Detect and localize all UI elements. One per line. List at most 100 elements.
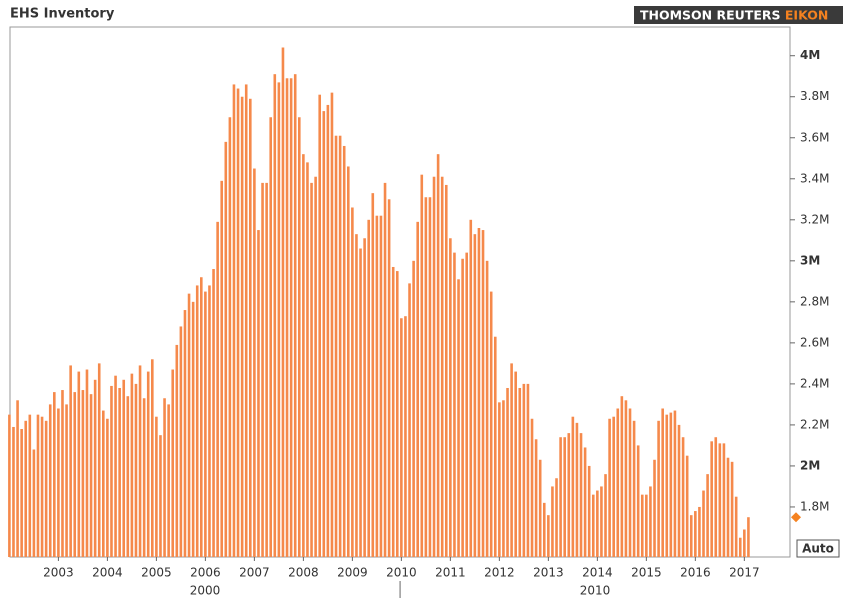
- x-tick-label: 2012: [484, 566, 515, 580]
- brand-accent: EIKON: [785, 7, 828, 22]
- bar: [395, 271, 399, 557]
- bar: [346, 166, 350, 557]
- bar: [718, 443, 722, 557]
- bar: [391, 266, 395, 557]
- chart-title: EHS Inventory: [10, 7, 115, 22]
- y-tick-label: 1.8M: [800, 499, 829, 513]
- bar: [547, 515, 550, 557]
- bar: [220, 180, 224, 557]
- bar: [383, 182, 387, 557]
- bar: [457, 279, 460, 557]
- bar: [632, 420, 636, 557]
- bar: [747, 517, 750, 557]
- bar: [16, 400, 19, 557]
- bar: [477, 228, 481, 557]
- bar: [522, 383, 526, 557]
- bar: [571, 416, 575, 557]
- y-tick-label: 3.8M: [800, 89, 829, 103]
- bar: [232, 84, 236, 557]
- y-tick-label: 3.2M: [800, 212, 829, 226]
- bar: [318, 94, 322, 557]
- bar: [314, 176, 317, 557]
- bar: [677, 424, 681, 557]
- y-tick-label: 4M: [800, 48, 820, 62]
- bar: [73, 392, 77, 557]
- decade-label: 2010: [580, 584, 611, 598]
- bar: [689, 515, 693, 557]
- bar: [579, 433, 583, 557]
- bar: [428, 197, 432, 558]
- bar: [310, 182, 313, 557]
- bar: [469, 219, 473, 557]
- bar: [530, 418, 534, 557]
- bar: [657, 420, 660, 557]
- x-tick-label: 2013: [533, 566, 564, 580]
- bar: [32, 449, 36, 557]
- brand-name: THOMSON REUTERS: [640, 7, 781, 22]
- x-tick-label: 2015: [631, 566, 662, 580]
- bar: [293, 74, 297, 557]
- bar: [449, 238, 452, 558]
- bar: [473, 234, 477, 558]
- bar: [645, 494, 648, 557]
- bar: [412, 260, 415, 557]
- y-tick-label: 2.6M: [800, 335, 829, 349]
- bar: [69, 365, 72, 557]
- bar: [551, 486, 554, 557]
- bar: [110, 385, 113, 557]
- bar: [673, 410, 677, 557]
- bar: [424, 197, 428, 558]
- bar: [465, 252, 468, 557]
- bar: [130, 373, 134, 557]
- bar: [106, 418, 109, 557]
- bar: [12, 426, 15, 557]
- bar: [514, 371, 517, 557]
- bar: [65, 404, 68, 557]
- bar: [28, 414, 32, 557]
- bar: [81, 390, 85, 557]
- bar: [661, 408, 664, 557]
- bar: [518, 387, 522, 557]
- bar: [97, 363, 101, 557]
- bar: [326, 104, 330, 558]
- bar: [596, 490, 599, 557]
- bar: [240, 96, 244, 557]
- x-tick-label: 2007: [239, 566, 270, 580]
- bar: [612, 416, 615, 557]
- bar: [408, 283, 411, 557]
- bar: [265, 182, 268, 557]
- x-tick-label: 2017: [729, 566, 760, 580]
- bar: [722, 443, 726, 557]
- bar: [236, 88, 240, 558]
- bar: [261, 182, 264, 557]
- x-tick-label: 2016: [680, 566, 711, 580]
- bar: [20, 429, 23, 557]
- scale-button[interactable]: [796, 539, 840, 558]
- bar: [200, 277, 203, 557]
- bar: [510, 363, 513, 557]
- bar: [122, 379, 126, 557]
- bar: [195, 285, 199, 557]
- bar: [600, 486, 603, 557]
- bar: [681, 437, 685, 557]
- bar: [228, 117, 232, 557]
- bar: [706, 474, 709, 557]
- bar: [698, 506, 701, 557]
- x-tick-label: 2006: [190, 566, 221, 580]
- scale-button-label[interactable]: Auto: [802, 542, 834, 556]
- bar: [204, 291, 207, 557]
- bar: [151, 359, 154, 557]
- bar: [738, 537, 742, 557]
- bar: [653, 459, 656, 557]
- brand: THOMSON REUTERS EIKON: [640, 7, 828, 22]
- bar: [306, 162, 309, 557]
- bar: [93, 379, 97, 557]
- bar: [387, 199, 391, 557]
- bar: [563, 437, 566, 557]
- bar: [420, 174, 424, 557]
- bar: [743, 529, 746, 557]
- bar: [710, 441, 713, 557]
- x-tick-label: 2009: [337, 566, 368, 580]
- bar: [159, 435, 162, 557]
- bar: [338, 135, 342, 557]
